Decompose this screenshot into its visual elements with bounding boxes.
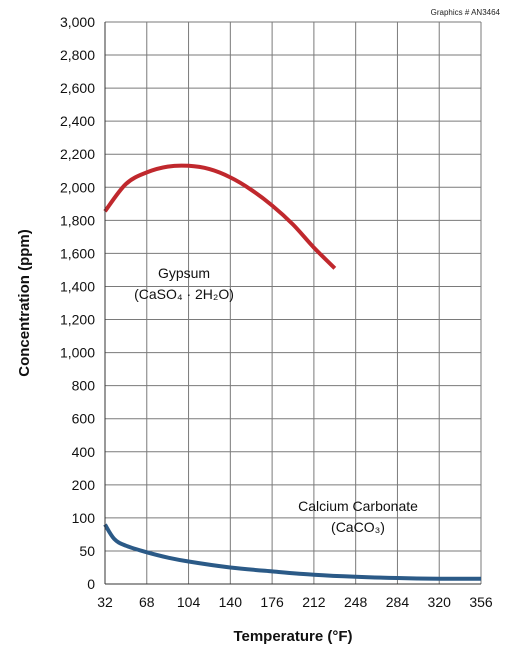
- x-tick-label: 356: [469, 594, 493, 610]
- gypsum-formula: (CaSO₄ · 2H₂O): [134, 286, 234, 302]
- x-tick-label: 248: [344, 594, 368, 610]
- y-tick-label: 50: [79, 543, 95, 559]
- x-axis-title: Temperature (°F): [233, 628, 352, 645]
- gypsum-label: Gypsum: [158, 265, 210, 281]
- y-tick-label: 100: [72, 510, 96, 526]
- y-tick-label: 800: [72, 378, 96, 394]
- y-tick-label: 1,600: [60, 245, 95, 261]
- y-tick-label: 2,400: [60, 113, 95, 129]
- x-tick-label: 140: [219, 594, 243, 610]
- calcium-carbonate-label: Calcium Carbonate: [298, 498, 418, 514]
- y-tick-label: 1,400: [60, 278, 95, 294]
- x-tick-label: 176: [260, 594, 284, 610]
- y-tick-label: 0: [87, 576, 95, 592]
- y-tick-label: 1,200: [60, 312, 95, 328]
- y-tick-label: 2,000: [60, 179, 95, 195]
- y-tick-label: 2,200: [60, 146, 95, 162]
- gypsum-series-line: [103, 163, 337, 270]
- y-tick-label: 400: [72, 444, 96, 460]
- y-tick-label: 200: [72, 477, 96, 493]
- x-tick-label: 68: [139, 594, 155, 610]
- calcium-carbonate-formula: (CaCO₃): [331, 519, 385, 535]
- x-tick-label: 284: [386, 594, 410, 610]
- tick-labels: 32 68 104 140 176 212 248 284 320 356 0 50 100 200 400…: [60, 14, 493, 610]
- series-layer: [103, 163, 482, 581]
- grid-lines: [105, 21, 482, 584]
- y-tick-label: 600: [72, 411, 96, 427]
- y-tick-label: 2,800: [60, 47, 95, 63]
- x-tick-label: 212: [302, 594, 326, 610]
- y-tick-label: 2,600: [60, 80, 95, 96]
- axes: [104, 22, 481, 585]
- graphics-id: Graphics # AN3464: [431, 8, 501, 17]
- x-tick-label: 104: [177, 594, 201, 610]
- x-tick-label: 32: [97, 594, 113, 610]
- calcium-carbonate-series-line: [103, 523, 482, 581]
- y-tick-label: 3,000: [60, 14, 95, 30]
- y-tick-label: 1,800: [60, 212, 95, 228]
- x-tick-label: 320: [428, 594, 452, 610]
- y-tick-label: 1,000: [60, 345, 95, 361]
- y-axis-title: Concentration (ppm): [16, 229, 33, 377]
